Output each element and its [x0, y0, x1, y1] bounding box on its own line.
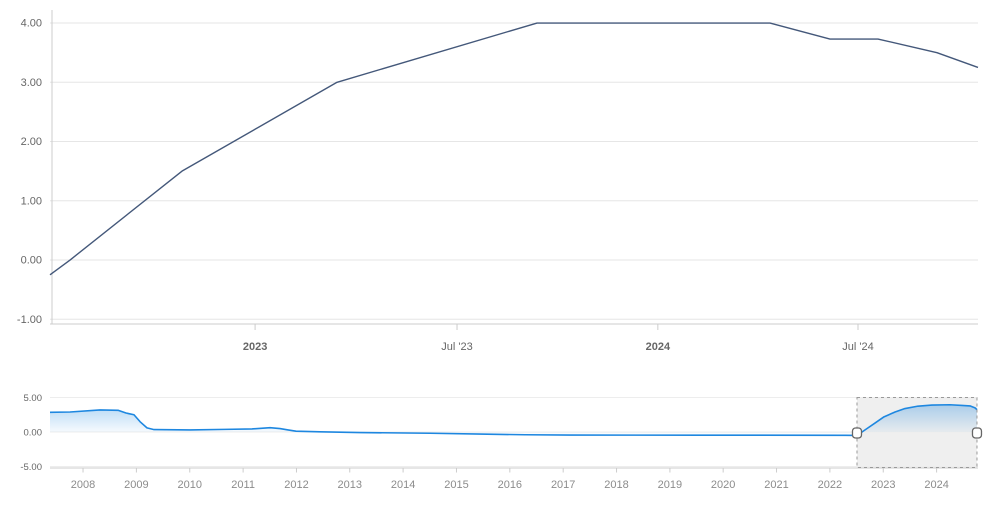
y-tick-label: 5.00: [24, 393, 43, 404]
y-tick-label: -5.00: [20, 462, 42, 473]
x-tick-label: 2024: [924, 479, 948, 491]
x-tick-label: 2010: [178, 479, 202, 491]
x-tick-label: 2008: [71, 479, 95, 491]
y-tick-label: 1.00: [21, 195, 42, 207]
x-tick-label: 2014: [391, 479, 415, 491]
x-tick-label: 2018: [604, 479, 628, 491]
navigator: 5.00 0.00 -5.00 2008 2009 2010 2011 2012 2013 201…: [20, 393, 983, 491]
x-tick-label: 2016: [498, 479, 522, 491]
navigator-handle-left[interactable]: [851, 427, 863, 439]
x-tick-label: 2019: [658, 479, 682, 491]
y-tick-label: -1.00: [17, 314, 42, 326]
x-tick-label: Jul '24: [842, 341, 873, 353]
x-tick-label: 2020: [711, 479, 735, 491]
main-series-line: [49, 22, 979, 276]
x-tick-label: 2022: [818, 479, 842, 491]
y-tick-label: 3.00: [21, 77, 42, 89]
main-chart: 4.00 3.00 2.00 1.00 0.00 -1.00 2023 Jul '23 2024…: [17, 10, 979, 353]
y-tick-label: 4.00: [21, 18, 42, 30]
x-tick-label: 2021: [764, 479, 788, 491]
x-tick-label: 2024: [646, 341, 671, 353]
x-tick-label: Jul '23: [441, 341, 472, 353]
x-tick-label: 2023: [871, 479, 895, 491]
x-tick-label: 2011: [231, 479, 255, 491]
navigator-handle-right[interactable]: [971, 427, 983, 439]
x-tick-label: 2009: [124, 479, 148, 491]
x-tick-label: 2015: [444, 479, 468, 491]
x-tick-label: 2023: [243, 341, 267, 353]
y-tick-label: 0.00: [24, 428, 43, 439]
y-tick-label: 2.00: [21, 136, 42, 148]
x-tick-label: 2017: [551, 479, 575, 491]
main-plot-area[interactable]: [50, 10, 978, 324]
navigator-track[interactable]: [50, 396, 978, 468]
y-tick-label: 0.00: [21, 255, 42, 267]
x-tick-label: 2013: [338, 479, 362, 491]
x-tick-label: 2012: [284, 479, 308, 491]
navigator-series-line: [49, 403, 978, 437]
